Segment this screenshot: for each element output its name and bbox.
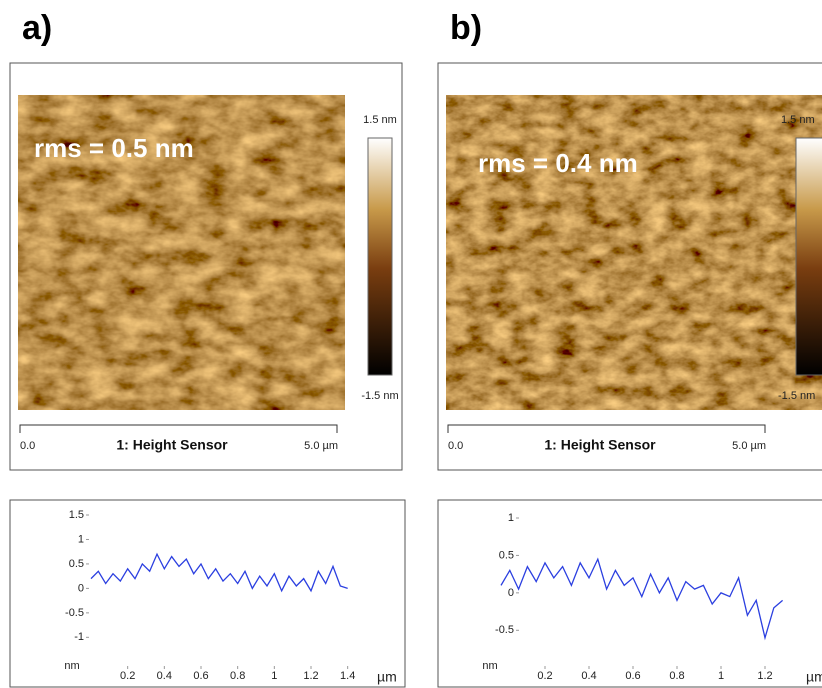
profile-frame — [9, 499, 406, 688]
x-axis-label: µm — [377, 669, 397, 685]
y-tick-label: 1 — [508, 512, 514, 524]
x-axis-label: µm — [806, 669, 822, 685]
annotation: rms = 0.4 nm — [478, 148, 638, 178]
profile-line — [500, 557, 784, 641]
panel-label: a) — [22, 9, 52, 47]
x-tick-label: 1.4 — [340, 670, 355, 682]
x-tick-label: 0.4 — [157, 670, 172, 682]
scale-bar — [19, 424, 338, 433]
y-tick-label: 1.5 — [69, 509, 84, 521]
afm-image — [18, 95, 345, 410]
colorbar — [795, 137, 822, 376]
y-tick-label: 1 — [78, 533, 84, 545]
y-axis-label: nm — [64, 660, 79, 672]
scale-bar — [447, 424, 766, 433]
y-axis-label: nm — [482, 660, 497, 672]
scale-max: 1.5 nm — [781, 114, 815, 126]
panel-label: b) — [450, 9, 482, 47]
y-tick-label: 0 — [78, 582, 84, 594]
x-tick-label: 0.8 — [230, 670, 245, 682]
x-tick-label: 0.6 — [625, 670, 640, 682]
y-tick-label: 0 — [508, 587, 514, 599]
x-tick-label: 0.8 — [669, 670, 684, 682]
axis-end: 5.0 µm — [732, 440, 766, 452]
channel: 1: Height Sensor — [544, 437, 656, 453]
x-tick-label: 1 — [271, 670, 277, 682]
x-tick-label: 1.2 — [757, 670, 772, 682]
afm-image — [446, 95, 822, 410]
x-tick-label: 1 — [718, 670, 724, 682]
axis-start: 0.0 — [20, 440, 35, 452]
profile-frame — [437, 499, 822, 688]
x-tick-label: 0.2 — [120, 670, 135, 682]
channel: 1: Height Sensor — [116, 437, 228, 453]
scale-min: -1.5 nm — [778, 390, 815, 402]
scale-max: 1.5 nm — [363, 114, 397, 126]
annotation: rms = 0.5 nm — [34, 133, 194, 163]
profile-line — [90, 552, 348, 593]
y-tick-label: 0.5 — [499, 549, 514, 561]
y-tick-label: -0.5 — [495, 624, 514, 636]
y-tick-label: -1 — [74, 631, 84, 643]
colorbar — [367, 137, 393, 376]
x-tick-label: 0.4 — [581, 670, 596, 682]
scale-min: -1.5 nm — [361, 390, 398, 402]
y-tick-label: 0.5 — [69, 558, 84, 570]
axis-start: 0.0 — [448, 440, 463, 452]
axis-end: 5.0 µm — [304, 440, 338, 452]
y-tick-label: -0.5 — [65, 607, 84, 619]
x-tick-label: 0.2 — [537, 670, 552, 682]
x-tick-label: 1.2 — [303, 670, 318, 682]
x-tick-label: 0.6 — [193, 670, 208, 682]
